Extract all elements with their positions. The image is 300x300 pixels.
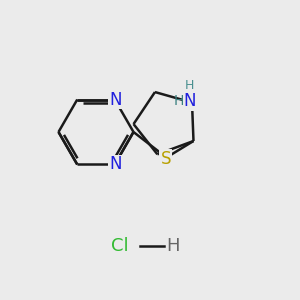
Text: N: N [109, 155, 122, 173]
Text: H: H [184, 79, 194, 92]
Text: N: N [184, 92, 196, 110]
Text: S: S [161, 150, 171, 168]
Text: H: H [173, 94, 184, 108]
Text: N: N [109, 91, 122, 109]
Text: Cl: Cl [111, 237, 129, 255]
Text: H: H [166, 237, 179, 255]
